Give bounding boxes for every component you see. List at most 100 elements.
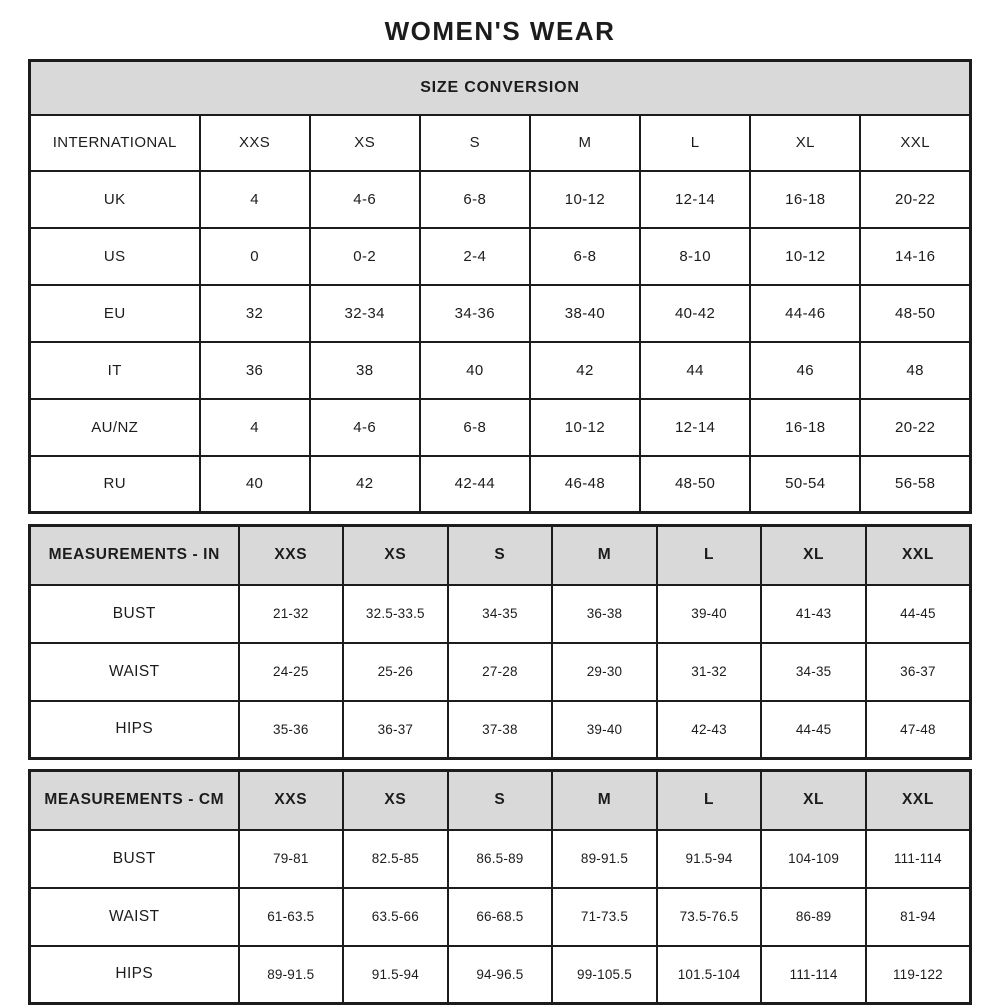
table-cell: 37-38 — [446, 699, 554, 760]
table-cell: 4 — [198, 169, 311, 229]
table-cell: 14-16 — [859, 226, 972, 286]
table-cell: 34-35 — [446, 583, 554, 644]
size-column-header: XL — [760, 769, 867, 831]
table-cell: 47-48 — [864, 699, 972, 760]
table-cell: 82.5-85 — [342, 828, 449, 889]
table-cell: 48-50 — [859, 283, 972, 343]
table-cell: 46 — [749, 340, 862, 400]
table-cell: 16-18 — [749, 169, 862, 229]
table-cell: 2-4 — [418, 226, 531, 286]
table-cell: 91.5-94 — [342, 944, 449, 1005]
size-column-header: M — [551, 524, 658, 586]
column-header-row: INTERNATIONAL XXS XS S M L XL XXL — [28, 113, 972, 172]
table-title-row: SIZE CONVERSION — [28, 59, 972, 116]
table-cell: 42 — [528, 340, 642, 400]
table-cell: 44-45 — [760, 699, 867, 760]
table-cell: 4-6 — [308, 397, 421, 457]
table-cell: 41-43 — [760, 583, 867, 644]
table-row: US 0 0-2 2-4 6-8 8-10 10-12 14-16 — [28, 226, 972, 286]
table-cell: 20-22 — [859, 169, 972, 229]
row-label: BUST — [28, 583, 240, 644]
table-cell: 66-68.5 — [446, 886, 554, 947]
table-cell: 46-48 — [528, 454, 642, 514]
table-row: WAIST 61-63.5 63.5-66 66-68.5 71-73.5 73.5-76… — [28, 886, 972, 947]
table-cell: 111-114 — [864, 828, 972, 889]
table-cell: 36-37 — [864, 641, 972, 702]
size-column-header: XXS — [237, 769, 345, 831]
table-cell: 32 — [198, 283, 311, 343]
table-cell: 20-22 — [859, 397, 972, 457]
table-cell: 89-91.5 — [237, 944, 345, 1005]
table-cell: 0-2 — [308, 226, 421, 286]
table-title-cell: SIZE CONVERSION — [28, 59, 972, 116]
size-column-header: M — [528, 113, 642, 172]
table-cell: 6-8 — [528, 226, 642, 286]
table-cell: 16-18 — [749, 397, 862, 457]
row-label: HIPS — [28, 944, 240, 1005]
column-header-row: MEASUREMENTS - IN XXS XS S M L XL XXL — [28, 524, 972, 586]
table-cell: 36-38 — [551, 583, 658, 644]
table-row: BUST 79-81 82.5-85 86.5-89 89-91.5 91.5-94 104… — [28, 828, 972, 889]
table-cell: 34-36 — [418, 283, 531, 343]
table-cell: 42-44 — [418, 454, 531, 514]
size-column-header: L — [655, 524, 763, 586]
corner-header-cell: INTERNATIONAL — [28, 113, 201, 172]
table-cell: 36 — [198, 340, 311, 400]
table-cell: 38 — [308, 340, 421, 400]
size-column-header: XL — [760, 524, 867, 586]
table-cell: 101.5-104 — [655, 944, 763, 1005]
table-cell: 39-40 — [655, 583, 763, 644]
row-label: UK — [28, 169, 201, 229]
table-cell: 39-40 — [551, 699, 658, 760]
size-column-header: XL — [749, 113, 862, 172]
table-cell: 61-63.5 — [237, 886, 345, 947]
table-cell: 8-10 — [639, 226, 752, 286]
table-row: HIPS 89-91.5 91.5-94 94-96.5 99-105.5 101.5-1… — [28, 944, 972, 1005]
table-row: WAIST 24-25 25-26 27-28 29-30 31-32 34-35 36-37 — [28, 641, 972, 702]
table-cell: 119-122 — [864, 944, 972, 1005]
table-cell: 10-12 — [528, 397, 642, 457]
table-cell: 94-96.5 — [446, 944, 554, 1005]
table-cell: 63.5-66 — [342, 886, 449, 947]
table-row: AU/NZ 4 4-6 6-8 10-12 12-14 16-18 20-22 — [28, 397, 972, 457]
size-column-header: M — [551, 769, 658, 831]
table-cell: 10-12 — [528, 169, 642, 229]
size-column-header: XXL — [859, 113, 972, 172]
size-column-header: L — [639, 113, 752, 172]
table-cell: 27-28 — [446, 641, 554, 702]
table-cell: 50-54 — [749, 454, 862, 514]
size-column-header: XXL — [864, 769, 972, 831]
size-column-header: XS — [308, 113, 421, 172]
table-cell: 91.5-94 — [655, 828, 763, 889]
table-cell: 44 — [639, 340, 752, 400]
corner-header-cell: MEASUREMENTS - IN — [28, 524, 240, 586]
row-label: US — [28, 226, 201, 286]
table-cell: 42 — [308, 454, 421, 514]
table-row: RU 40 42 42-44 46-48 48-50 50-54 56-58 — [28, 454, 972, 514]
table-row: UK 4 4-6 6-8 10-12 12-14 16-18 20-22 — [28, 169, 972, 229]
table-cell: 40 — [198, 454, 311, 514]
table-cell: 31-32 — [655, 641, 763, 702]
table-cell: 32-34 — [308, 283, 421, 343]
table-row: EU 32 32-34 34-36 38-40 40-42 44-46 48-50 — [28, 283, 972, 343]
measurements-in-table: MEASUREMENTS - IN XXS XS S M L XL XXL BUST 21-32 3… — [28, 524, 972, 760]
table-cell: 104-109 — [760, 828, 867, 889]
row-label: HIPS — [28, 699, 240, 760]
table-cell: 32.5-33.5 — [342, 583, 449, 644]
column-header-row: MEASUREMENTS - CM XXS XS S M L XL XXL — [28, 769, 972, 831]
table-cell: 48-50 — [639, 454, 752, 514]
table-cell: 25-26 — [342, 641, 449, 702]
table-cell: 29-30 — [551, 641, 658, 702]
size-column-header: XS — [342, 769, 449, 831]
size-column-header: XXS — [198, 113, 311, 172]
row-label: IT — [28, 340, 201, 400]
measurements-cm-table: MEASUREMENTS - CM XXS XS S M L XL XXL BUST 79-81 8… — [28, 769, 972, 1005]
table-cell: 40-42 — [639, 283, 752, 343]
row-label: WAIST — [28, 886, 240, 947]
table-cell: 4 — [198, 397, 311, 457]
size-column-header: XS — [342, 524, 449, 586]
corner-header-cell: MEASUREMENTS - CM — [28, 769, 240, 831]
size-column-header: S — [446, 524, 554, 586]
row-label: EU — [28, 283, 201, 343]
table-cell: 44-45 — [864, 583, 972, 644]
